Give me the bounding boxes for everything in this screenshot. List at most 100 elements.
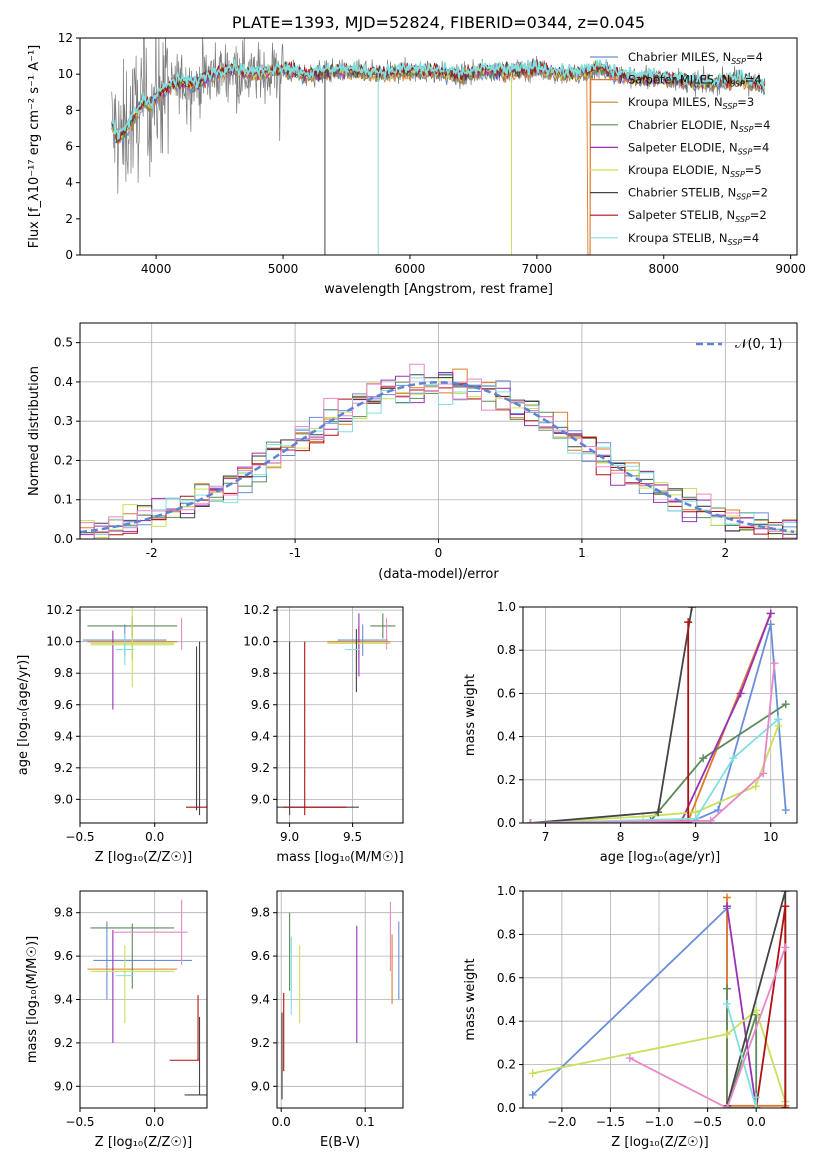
x-tick-label: 10 — [763, 830, 778, 844]
mass-weight-marker — [625, 1054, 634, 1063]
y-tick-label: 9.4 — [54, 993, 73, 1007]
y-axis-label: age [log₁₀(age/yr)] — [16, 655, 31, 776]
y-tick-label: 9.2 — [54, 761, 73, 775]
y-tick-label: 0.2 — [497, 773, 516, 787]
legend-label-sub: SSP — [735, 215, 750, 224]
age-vs-Z-chart: −0.5 0.0 9.0 9.2 9.4 9.6 9.8 10.0 10.2 Z [log₁₀(Z… — [16, 603, 208, 865]
x-tick-label: 0.0 — [272, 1115, 291, 1129]
legend-label-sub: SSP — [739, 125, 754, 134]
y-tick-label: 10.0 — [243, 635, 270, 649]
y-tick-label: 9.6 — [54, 949, 73, 963]
mass-weight-marker — [752, 1093, 761, 1102]
mass-weight-marker — [706, 816, 715, 823]
x-axis-label: E(B-V) — [320, 1135, 360, 1150]
legend-label-main: Salpeter ELODIE, N — [628, 140, 738, 154]
y-tick-label: 1.0 — [497, 884, 516, 898]
y-tick-label: 9.4 — [251, 993, 270, 1007]
y-axis-label: Normed distribution — [27, 366, 42, 496]
y-tick-label: 9.8 — [251, 666, 270, 680]
mass-weight-marker — [654, 808, 663, 817]
x-tick-label: 0.0 — [145, 1115, 164, 1129]
x-tick-label: 9 — [692, 830, 700, 844]
normal-curve — [80, 381, 795, 534]
legend-label-main: Chabrier MILES, N — [628, 50, 731, 64]
y-tick-label: 6 — [65, 140, 73, 154]
x-tick-label: 2 — [721, 546, 729, 560]
x-tick-label: 7000 — [522, 262, 553, 276]
mass-weight-marker — [781, 891, 790, 895]
legend-label-count: =4 — [754, 118, 771, 132]
y-tick-label: 9.4 — [54, 729, 73, 743]
x-tick-label: 0.0 — [145, 830, 164, 844]
x-tick-label: 7 — [542, 830, 550, 844]
x-tick-label: 9.0 — [280, 830, 299, 844]
mass-weight-marker — [766, 620, 775, 629]
x-tick-label: −1.5 — [596, 1115, 625, 1129]
mass-weight-marker — [752, 1104, 761, 1108]
y-tick-label: 9.0 — [251, 792, 270, 806]
mass-weight-marker — [774, 715, 783, 724]
y-tick-label: 9.2 — [251, 761, 270, 775]
x-tick-label: 9.5 — [343, 830, 362, 844]
y-tick-label: 10.2 — [243, 603, 270, 617]
mass-weight-line — [532, 906, 758, 1108]
y-axis-label: mass weight — [463, 674, 478, 756]
x-tick-label: −0.5 — [65, 830, 94, 844]
y-tick-label: 0.4 — [54, 375, 73, 389]
mass-weight-marker — [723, 1030, 732, 1039]
legend-label: Kroupa MILES, NSSP=3 — [628, 95, 754, 111]
mass-weight-line — [530, 725, 780, 823]
legend-label-sub: SSP — [730, 170, 745, 179]
x-tick-label: 0.0 — [747, 1115, 766, 1129]
mass-weight-marker — [684, 618, 693, 627]
x-axis-label: Z [log₁₀(Z/Z☉)] — [95, 850, 192, 865]
mass-weight-line — [530, 624, 787, 823]
model-spectrum-line — [110, 58, 766, 140]
mass-weight-marker — [526, 819, 535, 823]
mass-weight-marker — [781, 943, 790, 952]
y-tick-label: 0.8 — [497, 927, 516, 941]
x-tick-label: 8 — [617, 830, 625, 844]
legend-label-main: Kroupa ELODIE, N — [628, 163, 730, 177]
legend-label-sub: SSP — [723, 102, 738, 111]
mass-weight-marker — [759, 769, 768, 778]
x-tick-label: 0 — [435, 546, 443, 560]
mass-weight-marker — [714, 806, 723, 815]
legend-label-sub: SSP — [730, 80, 745, 89]
spectrum-chart: PLATE=1393, MJD=52824, FIBERID=0344, z=0… — [27, 13, 806, 297]
axes-frame — [79, 890, 208, 1109]
residual-histogram — [80, 377, 797, 538]
legend-label-main: Chabrier STELIB, N — [628, 186, 736, 200]
y-tick-label: 0.3 — [54, 414, 73, 428]
x-axis-label: Z [log₁₀(Z/Z☉)] — [95, 1135, 192, 1150]
legend-label-main: Chabrier ELODIE, N — [628, 118, 739, 132]
y-tick-label: 9.4 — [251, 729, 270, 743]
y-tick-label: 0.0 — [497, 816, 516, 830]
residual-histogram — [80, 377, 797, 539]
age-vs-mass-points — [277, 613, 396, 816]
mass-weight-marker — [723, 999, 732, 1008]
y-tick-label: 10 — [58, 67, 73, 81]
y-tick-label: 2 — [65, 212, 73, 226]
mass-weight-marker — [766, 609, 775, 618]
y-tick-label: 9.8 — [251, 906, 270, 920]
y-tick-label: 9.2 — [251, 1036, 270, 1050]
y-tick-label: 9.0 — [251, 1079, 270, 1093]
axes-frame — [522, 606, 798, 824]
x-axis-label: (data-model)/error — [378, 567, 499, 582]
y-tick-label: 9.0 — [54, 792, 73, 806]
x-tick-label: −0.5 — [693, 1115, 722, 1129]
mass-weight-line — [629, 947, 787, 1108]
mass-weight-marker — [699, 754, 708, 763]
legend-label: 𝒩(0, 1) — [735, 337, 782, 352]
legend-label: Chabrier ELODIE, NSSP=4 — [628, 118, 770, 134]
mass-weight-line — [530, 663, 776, 823]
legend-label-sub: SSP — [738, 147, 753, 156]
legend-label: Salpeter MILES, NSSP=4 — [628, 73, 762, 89]
axes-frame — [522, 890, 798, 1109]
y-tick-label: 0.6 — [497, 686, 516, 700]
model-spectrum-line — [111, 59, 765, 141]
massweight-vs-Z-chart: −2.0 −1.5 −1.0 −0.5 0.0 0.0 0.2 0.4 0.6 0.8 1.0 Z [… — [463, 884, 798, 1150]
mass-weight-marker — [781, 806, 790, 815]
